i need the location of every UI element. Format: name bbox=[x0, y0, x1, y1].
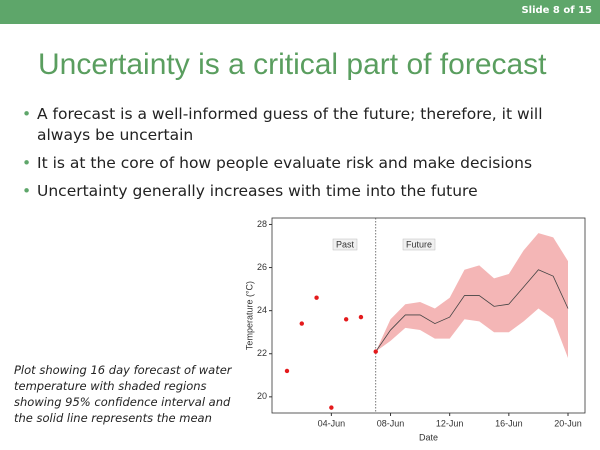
bullet: It is at the core of how people evaluate… bbox=[22, 153, 562, 174]
observation bbox=[358, 314, 364, 320]
annotation-box bbox=[332, 238, 358, 251]
x-tick-label: 04-Jun bbox=[318, 418, 346, 428]
y-tick-label: 28 bbox=[257, 219, 267, 229]
caption: Plot showing 16 day forecast of water te… bbox=[14, 363, 232, 425]
bullet: A forecast is a well-informed guess of t… bbox=[22, 104, 562, 146]
bullet-list: A forecast is a well-informed guess of t… bbox=[22, 104, 562, 209]
y-axis-label: Temperature (°C) bbox=[244, 281, 254, 350]
annotation-box bbox=[402, 238, 436, 251]
y-tick-label: 20 bbox=[257, 391, 267, 401]
y-tick-label: 24 bbox=[257, 305, 267, 315]
plot-frame bbox=[271, 217, 586, 414]
x-tick-label: 12-Jun bbox=[436, 418, 464, 428]
x-tick-label: 08-Jun bbox=[377, 418, 405, 428]
mean-line bbox=[375, 269, 569, 352]
observation bbox=[314, 295, 319, 300]
header-bar: Slide 8 of 15 bbox=[0, 0, 600, 24]
x-tick-label: 20-Jun bbox=[554, 418, 582, 428]
y-tick-label: 22 bbox=[257, 348, 267, 358]
slide-title: Uncertainty is a critical part of foreca… bbox=[38, 48, 547, 81]
annotation: Past bbox=[336, 239, 355, 249]
observation bbox=[284, 368, 290, 374]
observation bbox=[343, 317, 349, 322]
observation bbox=[299, 321, 304, 326]
observation bbox=[329, 405, 334, 410]
bullet: Uncertainty generally increases with tim… bbox=[22, 181, 562, 202]
annotation: Future bbox=[406, 239, 432, 249]
slide-number: Slide 8 of 15 bbox=[521, 5, 592, 16]
y-tick-label: 26 bbox=[257, 262, 267, 272]
x-axis-label: Date bbox=[419, 432, 438, 442]
observation bbox=[373, 349, 378, 354]
x-tick-label: 16-Jun bbox=[495, 418, 523, 428]
